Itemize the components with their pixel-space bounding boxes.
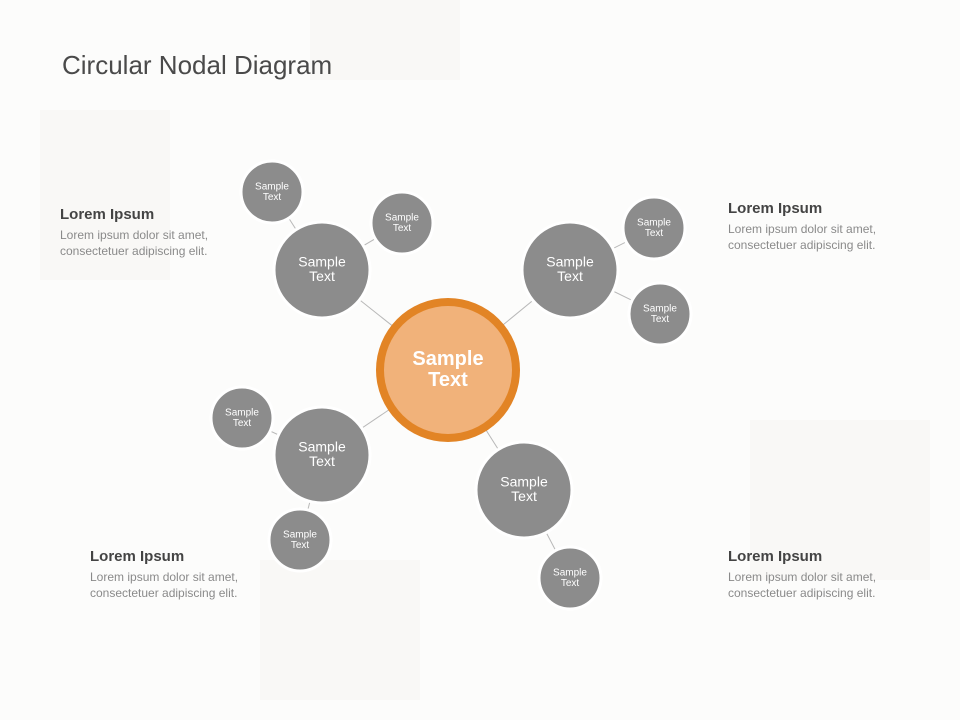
branch-top-right-secondary-1: SampleText	[629, 283, 691, 345]
node-label: Sample	[546, 253, 594, 269]
node-label: Text	[233, 418, 252, 429]
node-label: Text	[291, 540, 310, 551]
node-label: Text	[263, 192, 282, 203]
nodal-diagram: SampleTextSampleTextSampleTextSampleText…	[0, 0, 960, 720]
node-label: Sample	[637, 217, 671, 228]
node-label: Sample	[255, 181, 289, 192]
branch-top-right-primary: SampleText	[522, 222, 618, 318]
branch-bottom-right-primary: SampleText	[476, 442, 572, 538]
node-label: Sample	[225, 407, 259, 418]
branch-bottom-left-secondary-1: SampleText	[269, 509, 331, 571]
node-label: Text	[557, 268, 583, 284]
node-label: Sample	[553, 567, 587, 578]
center-node: SampleText	[376, 298, 520, 442]
node-label: Text	[309, 268, 335, 284]
branch-top-left-primary: SampleText	[274, 222, 370, 318]
branch-bottom-left-secondary-0: SampleText	[211, 387, 273, 449]
node-label: Sample	[500, 473, 548, 489]
node-label: Text	[393, 223, 412, 234]
diagram-nodes: SampleTextSampleTextSampleTextSampleText…	[211, 161, 691, 609]
node-label: Text	[651, 314, 670, 325]
branch-top-left-secondary-1: SampleText	[371, 192, 433, 254]
node-label: Sample	[412, 348, 483, 370]
branch-top-left-secondary-0: SampleText	[241, 161, 303, 223]
node-label: Text	[511, 488, 537, 504]
node-label: Sample	[283, 529, 317, 540]
branch-bottom-left-primary: SampleText	[274, 407, 370, 503]
node-label: Sample	[298, 253, 346, 269]
node-label: Sample	[298, 438, 346, 454]
node-label: Sample	[385, 212, 419, 223]
node-label: Text	[645, 228, 664, 239]
branch-bottom-right-secondary-0: SampleText	[539, 547, 601, 609]
node-label: Text	[428, 369, 468, 391]
node-label: Sample	[643, 303, 677, 314]
node-label: Text	[309, 453, 335, 469]
branch-top-right-secondary-0: SampleText	[623, 197, 685, 259]
node-label: Text	[561, 578, 580, 589]
